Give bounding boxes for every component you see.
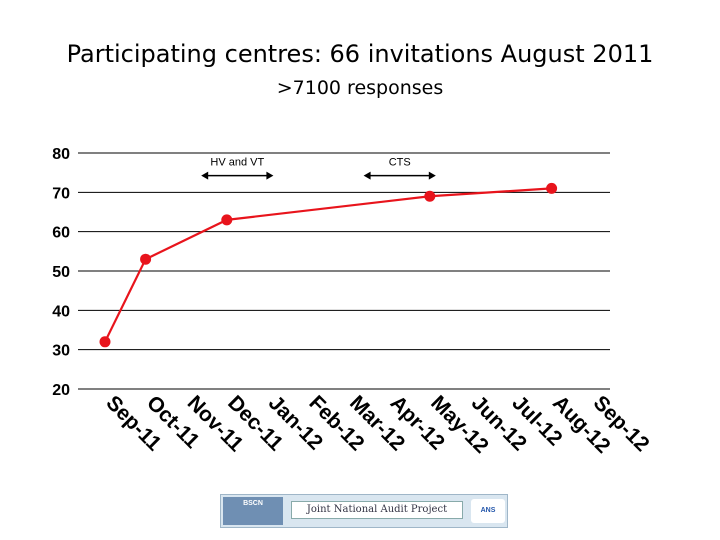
annotation-arrowhead-right <box>266 171 274 180</box>
data-point <box>546 182 558 194</box>
data-point <box>99 336 111 348</box>
y-tick-label: 80 <box>52 146 70 163</box>
data-point <box>424 190 436 202</box>
annotation-arrowhead-left <box>363 171 371 180</box>
y-tick-label: 30 <box>52 343 70 360</box>
data-point <box>221 214 233 226</box>
annotation-arrowhead-left <box>201 171 209 180</box>
annotation-label: CTS <box>389 157 411 169</box>
y-tick-label: 50 <box>52 264 70 281</box>
sponsor-logo-strip: BSCN Joint National Audit Project ANS <box>220 494 508 528</box>
y-tick-label: 60 <box>52 225 70 242</box>
joint-national-audit-project-banner: Joint National Audit Project <box>291 501 463 519</box>
annotation-arrowhead-right <box>428 171 436 180</box>
annotation-label: HV and VT <box>210 157 264 169</box>
y-tick-label: 40 <box>52 303 70 320</box>
bscn-logo: BSCN <box>223 497 283 525</box>
ans-logo: ANS <box>471 499 505 523</box>
y-tick-label: 20 <box>52 382 70 399</box>
slide-title: Participating centres: 66 invitations Au… <box>66 40 654 68</box>
series-line <box>104 187 552 343</box>
y-tick-label: 70 <box>52 185 70 202</box>
data-point <box>140 253 152 265</box>
line-chart: 20304050607080Sep-11Oct-11Nov-11Dec-11Ja… <box>52 146 653 458</box>
slide-subtitle: >7100 responses <box>276 77 444 99</box>
